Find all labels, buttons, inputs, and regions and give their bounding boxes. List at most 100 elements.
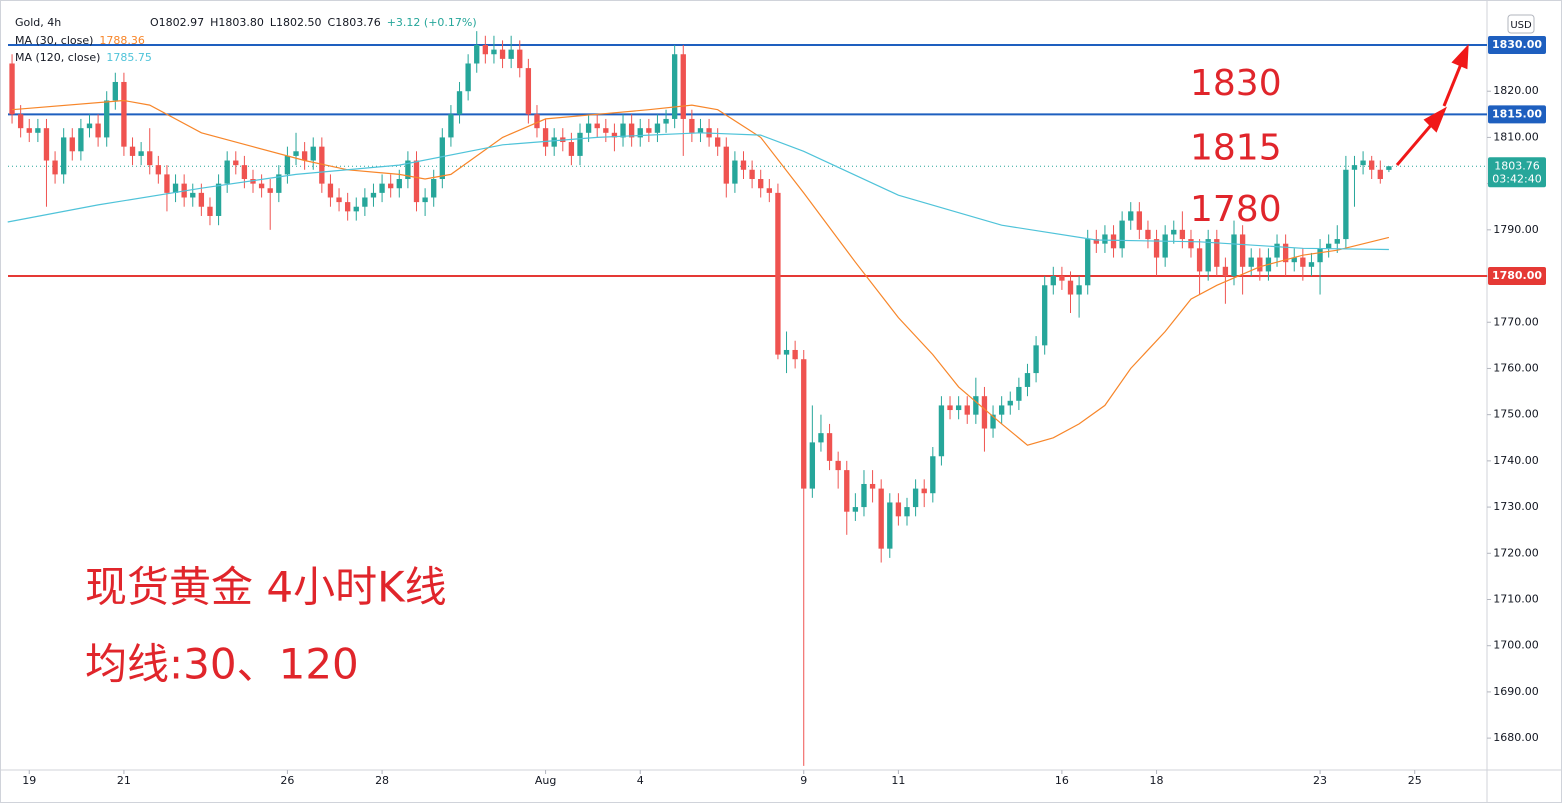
candle-body	[1024, 373, 1031, 387]
caption: 均线:30、120	[85, 640, 359, 689]
symbol: Gold, 4h	[15, 16, 61, 29]
candle-body	[69, 137, 75, 152]
ma-line	[11, 99, 1390, 446]
level-label-box	[1488, 267, 1546, 286]
candle-body	[121, 81, 127, 147]
candle-body	[663, 118, 669, 124]
candle-body	[1386, 166, 1392, 170]
candle-body	[396, 179, 402, 189]
candle-body	[379, 183, 385, 193]
candle-body	[1102, 234, 1108, 244]
candle-body	[388, 183, 394, 189]
candle-body	[1282, 243, 1289, 263]
candle-body	[1171, 229, 1177, 235]
candle-body	[267, 188, 273, 193]
candle-body	[844, 470, 850, 512]
candle-body	[955, 405, 962, 411]
candle-body	[1050, 276, 1056, 286]
y-tick-label: 1750.00	[1493, 408, 1539, 421]
candle-body	[818, 433, 824, 443]
candle-body	[293, 151, 299, 156]
candle-body	[499, 49, 506, 59]
candle-body	[43, 128, 50, 161]
x-tick-label: 16	[1055, 774, 1069, 787]
candle-body	[1196, 248, 1203, 272]
candle-body	[998, 405, 1005, 415]
candle-body	[61, 137, 67, 175]
candle-body	[1308, 262, 1315, 267]
ohlc-value: +3.12 (+0.17%)	[387, 16, 477, 29]
candle-body	[319, 146, 325, 184]
caption: 现货黄金 4小时K线	[85, 563, 447, 612]
candle-body	[258, 183, 265, 189]
candle-body	[17, 114, 24, 129]
x-tick-label: 18	[1150, 774, 1164, 787]
candle-body	[250, 179, 256, 184]
candle-body	[930, 456, 936, 494]
level-label-box	[1488, 105, 1546, 124]
candle-body	[508, 49, 514, 59]
candle-body	[138, 151, 144, 156]
x-tick-label: 9	[800, 774, 807, 787]
x-tick-label: 28	[375, 774, 389, 787]
candle-body	[525, 68, 532, 115]
candle-body	[689, 118, 695, 133]
candle-body	[439, 137, 445, 180]
candle-body	[129, 146, 136, 156]
currency-box[interactable]	[1507, 14, 1535, 34]
candle-body	[1274, 243, 1280, 258]
candle-body	[86, 123, 93, 129]
legend-value: 1788.36	[99, 34, 145, 47]
legend-value: 1785.75	[106, 51, 152, 64]
candle-body	[594, 123, 600, 129]
candle-body	[568, 142, 575, 156]
annotation: 1815	[1190, 127, 1282, 168]
ohlc-value: L1802.50	[270, 16, 322, 29]
candle-body	[938, 405, 945, 457]
candle-body	[740, 160, 747, 170]
candle-body	[95, 123, 101, 138]
candle-body	[792, 349, 798, 360]
countdown: 03:42:40	[1492, 172, 1541, 185]
candle-body	[35, 128, 41, 133]
x-tick-label: 4	[637, 774, 644, 787]
candle-body	[1291, 257, 1297, 263]
level-label: 1780.00	[1492, 269, 1542, 282]
y-tick-label: 1730.00	[1493, 500, 1539, 513]
candle-body	[1343, 169, 1349, 240]
candle-body	[577, 132, 583, 156]
candle-body	[542, 128, 549, 147]
candle-body	[405, 160, 411, 180]
candle-body	[155, 165, 162, 175]
candle-body	[224, 160, 230, 184]
candle-body	[465, 63, 471, 92]
candle-body	[947, 405, 953, 411]
candle-body	[551, 137, 557, 147]
candle-body	[611, 132, 618, 138]
candle-body	[749, 169, 755, 180]
x-tick-label: 25	[1408, 774, 1422, 787]
candle-body	[215, 183, 222, 216]
candle-body	[413, 160, 420, 203]
candle-body	[301, 151, 308, 161]
candle-body	[1179, 229, 1186, 240]
candle-body	[603, 128, 609, 133]
candle-body	[1377, 169, 1383, 180]
candle-body	[353, 206, 359, 212]
candle-body	[912, 488, 919, 508]
candle-body	[310, 146, 316, 161]
y-tick-label: 1810.00	[1493, 130, 1539, 143]
candle-body	[456, 91, 463, 115]
candle-body	[620, 123, 626, 138]
candle-body	[1093, 239, 1099, 244]
candle-body	[671, 54, 678, 119]
candle-body	[1257, 257, 1263, 272]
candle-body	[474, 45, 480, 64]
candle-body	[241, 165, 248, 180]
candle-body	[482, 45, 489, 55]
candle-body	[1325, 243, 1332, 249]
candle-body	[826, 433, 833, 461]
candle-body	[1153, 239, 1160, 258]
